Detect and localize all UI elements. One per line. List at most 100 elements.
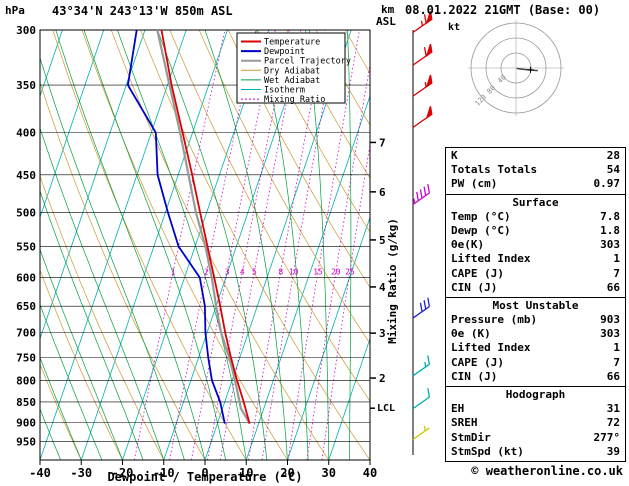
row-label: Pressure (mb) [451, 313, 538, 327]
wind-barb [412, 184, 431, 206]
svg-text:-30: -30 [70, 466, 92, 480]
row-value: 31 [606, 402, 620, 416]
svg-text:8: 8 [278, 268, 283, 277]
table-row: CAPE (J) 7 [446, 267, 625, 281]
row-value: 7 [613, 355, 620, 369]
dewpoint-curve [126, 30, 226, 424]
table-row: Temp (°C) 7.8 [446, 210, 625, 224]
indices-section: Surface Temp (°C) 7.8 Dewp (°C) 1.8 θe(K) 303 L… [445, 193, 626, 298]
row-label: Temp (°C) [451, 209, 511, 223]
svg-text:600: 600 [16, 272, 36, 285]
row-value: 28 [606, 149, 620, 162]
km-unit-label: km [381, 3, 395, 16]
table-row: K 28 [446, 149, 625, 163]
hodograph-trace [516, 67, 538, 72]
mixing-ratio-axis-label: Mixing Ratio (g/kg) [386, 218, 399, 344]
table-row: EH 31 [446, 402, 625, 416]
svg-text:20: 20 [280, 466, 294, 480]
wind-barb [412, 297, 431, 319]
table-row: θe(K) 303 [446, 238, 625, 252]
table-row: Lifted Index 1 [446, 341, 625, 355]
row-value: 277° [593, 430, 621, 444]
table-row: CAPE (J) 7 [446, 356, 625, 370]
wind-barb [412, 43, 433, 66]
section-title: Most Unstable [492, 298, 579, 312]
row-value: 54 [606, 163, 620, 177]
svg-text:5: 5 [252, 268, 257, 277]
storm-motion-marker [527, 66, 534, 73]
indices-section: Hodograph EH 31 SREH 72 StmDir 277° StmSpd (kt)… [445, 386, 626, 462]
svg-text:-40: -40 [29, 466, 51, 480]
table-row: Totals Totals 54 [446, 163, 625, 177]
indices-section: Most Unstable Pressure (mb) 903 θe (K) 303 Li… [445, 296, 626, 387]
svg-text:550: 550 [16, 240, 36, 253]
svg-text:650: 650 [16, 300, 36, 313]
row-label: CAPE (J) [451, 266, 504, 280]
km-axis: 7 6 5 4 3 2 LCL [370, 136, 395, 414]
wind-barb [412, 355, 431, 377]
svg-text:950: 950 [16, 436, 36, 449]
datetime-label: 08.01.2022 21GMT (Base: 00) [405, 3, 601, 17]
table-row: Pressure (mb) 903 [446, 313, 625, 327]
svg-text:750: 750 [16, 351, 36, 364]
parcel-curve [156, 30, 251, 425]
row-label: EH [451, 402, 465, 416]
row-value: 66 [606, 280, 620, 294]
wind-barb [412, 425, 430, 440]
table-row: θe (K) 303 [446, 327, 625, 341]
copyright: © weatheronline.co.uk [471, 464, 623, 478]
svg-text:25: 25 [345, 268, 355, 277]
table-row: CIN (J) 66 [446, 281, 625, 295]
skewt-diagram: 1 2 3 4 5 8 10 15 20 2530035040045050055060065070… [5, 3, 433, 484]
row-label: StmSpd (kt) [451, 444, 524, 458]
svg-text:700: 700 [16, 327, 36, 340]
row-value: 303 [600, 327, 620, 341]
wind-barb [412, 388, 431, 410]
row-value: 1 [613, 341, 620, 355]
temperature-curve [160, 30, 251, 424]
svg-text:1: 1 [171, 268, 176, 277]
row-label: Totals Totals [451, 163, 538, 177]
row-label: θe(K) [451, 238, 485, 252]
svg-text:80: 80 [486, 84, 498, 96]
mixing-ratio-value-labels: 1 2 3 4 5 8 10 15 20 25 [171, 268, 355, 277]
wind-barb [412, 74, 433, 97]
legend-label: Parcel Trajectory [264, 57, 351, 67]
pressure-unit-label: hPa [5, 4, 25, 17]
legend-label: Dry Adiabat [264, 66, 320, 76]
row-value: 303 [600, 238, 620, 252]
svg-text:120: 120 [473, 93, 488, 108]
row-value: 0.97 [593, 177, 621, 191]
row-value: 7 [613, 266, 620, 280]
svg-text:40: 40 [496, 73, 508, 85]
svg-text:350: 350 [16, 79, 36, 92]
hodograph-rings [468, 20, 564, 116]
row-label: Lifted Index [451, 341, 531, 355]
table-row: StmDir 277° [446, 431, 625, 445]
svg-text:6: 6 [379, 186, 386, 199]
svg-text:850: 850 [16, 396, 36, 409]
svg-text:2: 2 [204, 268, 209, 277]
row-label: Dewp (°C) [451, 223, 511, 237]
row-value: 1.8 [600, 223, 620, 237]
hodograph-unit-label: kt [448, 22, 460, 33]
table-row: CIN (J) 66 [446, 370, 625, 384]
svg-text:450: 450 [16, 169, 36, 182]
lcl-label: LCL [377, 403, 395, 414]
row-label: StmDir [451, 430, 491, 444]
table-row: Dewp (°C) 1.8 [446, 224, 625, 238]
table-row: PW (cm) 0.97 [446, 177, 625, 191]
svg-text:7: 7 [379, 136, 386, 149]
legend-label: Isotherm [264, 86, 305, 96]
legend-label: Temperature [264, 38, 320, 48]
indices-section: K 28 Totals Totals 54 PW (cm) 0.97 [445, 147, 626, 195]
table-row: Lifted Index 1 [446, 252, 625, 266]
legend-label: Mixing Ratio [264, 95, 325, 105]
temp-axis-title: Dewpoint / Temperature (°C) [107, 470, 302, 484]
svg-text:3: 3 [379, 327, 386, 340]
svg-text:20: 20 [331, 268, 341, 277]
